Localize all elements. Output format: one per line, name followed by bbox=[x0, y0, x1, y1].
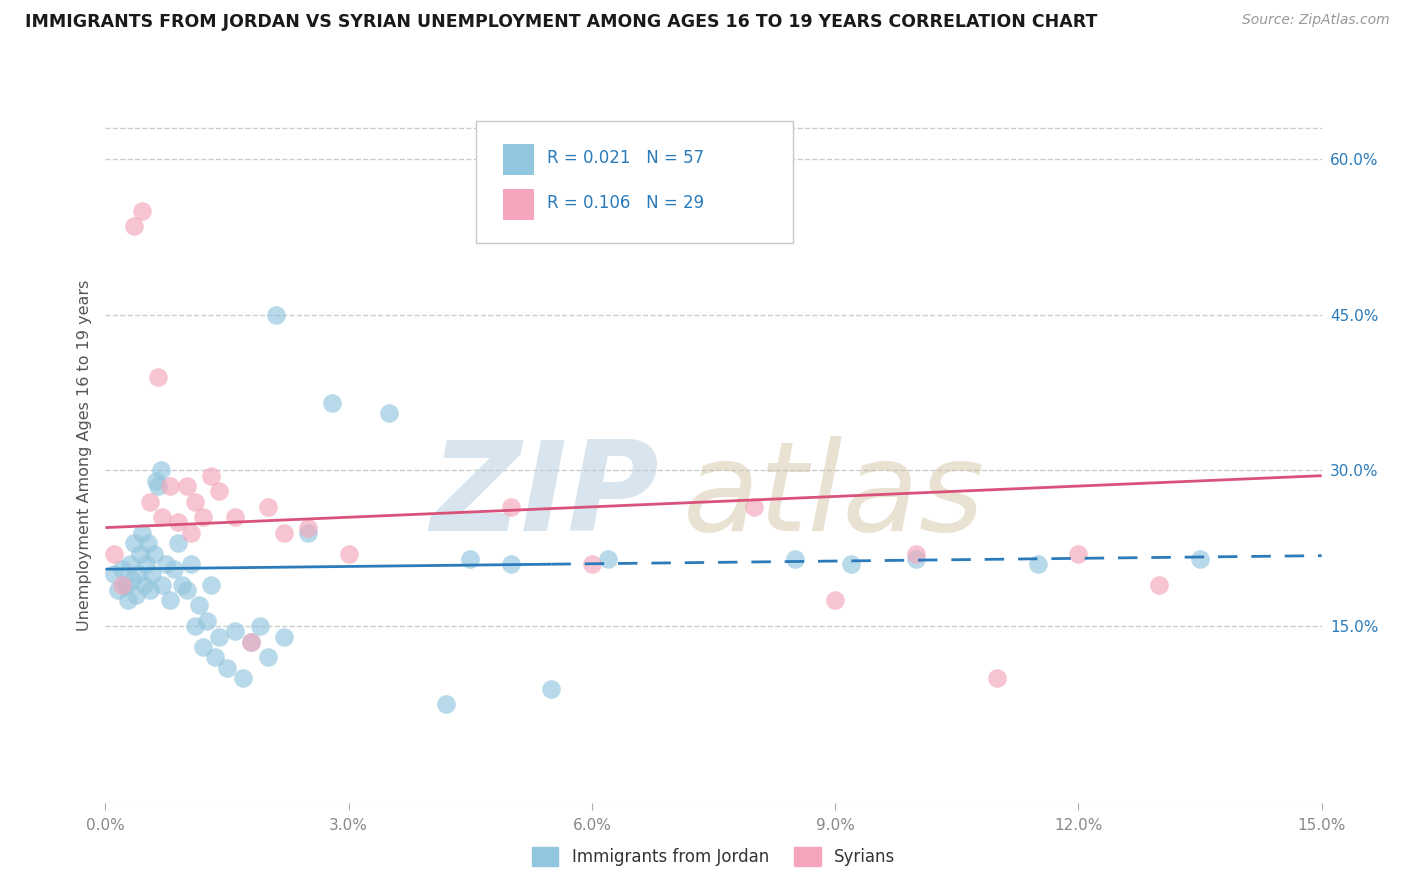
Point bbox=[1026, 557, 1049, 571]
Point bbox=[297, 520, 319, 534]
Point bbox=[134, 578, 156, 592]
Point bbox=[135, 557, 157, 571]
Point bbox=[176, 582, 198, 597]
Point bbox=[155, 557, 177, 571]
Point bbox=[118, 557, 141, 571]
Point bbox=[458, 551, 481, 566]
Point bbox=[121, 573, 143, 587]
Point bbox=[149, 463, 172, 477]
Point bbox=[131, 525, 153, 540]
Point bbox=[187, 599, 209, 613]
Point bbox=[905, 551, 928, 566]
Point bbox=[141, 567, 163, 582]
Point bbox=[163, 562, 186, 576]
Point bbox=[117, 593, 139, 607]
Point bbox=[111, 578, 134, 592]
Point bbox=[167, 516, 190, 530]
Point bbox=[183, 619, 205, 633]
Point bbox=[224, 624, 246, 639]
Point bbox=[146, 479, 169, 493]
Point bbox=[150, 510, 173, 524]
Point bbox=[107, 582, 129, 597]
Point bbox=[136, 536, 159, 550]
Point bbox=[1067, 547, 1090, 561]
Point bbox=[200, 468, 222, 483]
Point bbox=[273, 525, 295, 540]
Point bbox=[841, 557, 863, 571]
Point bbox=[191, 640, 214, 654]
Y-axis label: Unemployment Among Ages 16 to 19 years: Unemployment Among Ages 16 to 19 years bbox=[76, 279, 91, 631]
Point bbox=[200, 578, 222, 592]
Point bbox=[240, 635, 263, 649]
Point bbox=[499, 557, 522, 571]
Point bbox=[111, 562, 134, 576]
Text: R = 0.021   N = 57: R = 0.021 N = 57 bbox=[547, 149, 704, 167]
FancyBboxPatch shape bbox=[477, 121, 793, 243]
Point bbox=[256, 650, 278, 665]
Point bbox=[783, 551, 806, 566]
Point bbox=[167, 536, 190, 550]
Point bbox=[172, 578, 194, 592]
Point bbox=[122, 536, 145, 550]
Point bbox=[103, 567, 125, 582]
Point bbox=[127, 567, 149, 582]
Point bbox=[176, 479, 198, 493]
Point bbox=[183, 494, 205, 508]
Point bbox=[139, 582, 162, 597]
FancyBboxPatch shape bbox=[503, 144, 533, 175]
Point bbox=[1189, 551, 1212, 566]
Point bbox=[159, 593, 181, 607]
Point bbox=[217, 661, 239, 675]
Point bbox=[159, 479, 181, 493]
Point bbox=[125, 588, 148, 602]
Point bbox=[273, 630, 295, 644]
Point bbox=[103, 547, 125, 561]
Point bbox=[1149, 578, 1171, 592]
Point bbox=[232, 671, 254, 685]
Point bbox=[131, 203, 153, 218]
Point bbox=[128, 547, 150, 561]
Point bbox=[540, 681, 562, 696]
Text: atlas: atlas bbox=[683, 436, 986, 558]
Point bbox=[146, 370, 169, 384]
Text: ZIP: ZIP bbox=[430, 436, 659, 558]
Text: R = 0.106   N = 29: R = 0.106 N = 29 bbox=[547, 194, 704, 211]
Point bbox=[208, 630, 231, 644]
Point bbox=[264, 308, 287, 322]
Point bbox=[139, 494, 162, 508]
Point bbox=[297, 525, 319, 540]
Legend: Immigrants from Jordan, Syrians: Immigrants from Jordan, Syrians bbox=[523, 839, 904, 874]
Point bbox=[224, 510, 246, 524]
Point bbox=[256, 500, 278, 514]
Point bbox=[249, 619, 271, 633]
Point bbox=[240, 635, 263, 649]
Point bbox=[122, 219, 145, 234]
Point bbox=[742, 500, 765, 514]
Point bbox=[145, 474, 167, 488]
FancyBboxPatch shape bbox=[503, 189, 533, 220]
Point bbox=[204, 650, 226, 665]
Point bbox=[581, 557, 603, 571]
Point bbox=[191, 510, 214, 524]
Point bbox=[150, 578, 173, 592]
Point bbox=[337, 547, 360, 561]
Point bbox=[824, 593, 846, 607]
Text: IMMIGRANTS FROM JORDAN VS SYRIAN UNEMPLOYMENT AMONG AGES 16 TO 19 YEARS CORRELAT: IMMIGRANTS FROM JORDAN VS SYRIAN UNEMPLO… bbox=[25, 13, 1098, 31]
Point bbox=[180, 557, 202, 571]
Point bbox=[986, 671, 1008, 685]
Point bbox=[905, 547, 928, 561]
Point bbox=[434, 697, 457, 711]
Point bbox=[321, 396, 343, 410]
Point bbox=[378, 406, 401, 420]
Point bbox=[598, 551, 620, 566]
Point bbox=[195, 614, 218, 628]
Text: Source: ZipAtlas.com: Source: ZipAtlas.com bbox=[1241, 13, 1389, 28]
Point bbox=[114, 578, 136, 592]
Point bbox=[180, 525, 202, 540]
Point bbox=[499, 500, 522, 514]
Point bbox=[143, 547, 166, 561]
Point bbox=[208, 484, 231, 499]
